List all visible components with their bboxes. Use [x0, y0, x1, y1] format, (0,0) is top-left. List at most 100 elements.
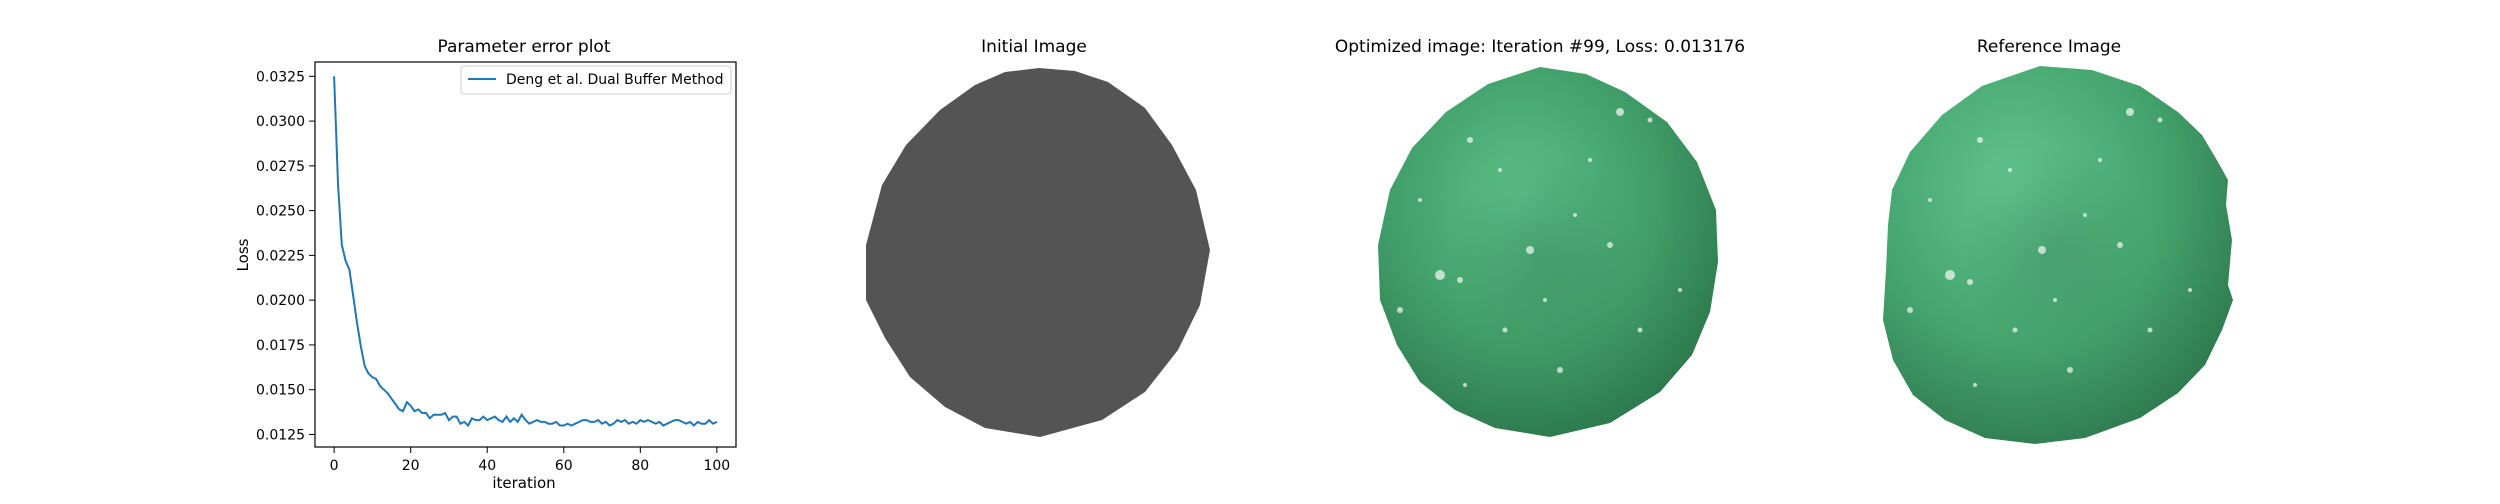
data-point	[544, 421, 546, 423]
data-point	[425, 412, 427, 414]
data-point	[471, 417, 473, 419]
data-point	[391, 398, 393, 400]
data-point	[479, 419, 481, 421]
data-point	[448, 419, 450, 421]
data-point	[482, 416, 484, 418]
data-point	[410, 405, 412, 407]
data-point	[383, 389, 385, 391]
data-point	[498, 419, 500, 421]
loss-chart: Parameter error plot 0.01250.01500.01750…	[234, 37, 737, 492]
data-point	[360, 346, 362, 348]
data-point	[567, 423, 569, 425]
data-point	[375, 378, 377, 380]
data-point	[570, 425, 572, 427]
data-point	[345, 260, 347, 262]
data-point	[590, 421, 592, 423]
optimized-disc-image	[1378, 67, 1718, 437]
data-point	[341, 244, 343, 246]
initial-disc-image	[866, 68, 1210, 437]
data-point	[352, 296, 354, 298]
data-point	[593, 421, 595, 423]
data-point	[521, 414, 523, 416]
data-point	[555, 421, 557, 423]
data-point	[406, 401, 408, 403]
y-tick-label: 0.0150	[256, 383, 305, 399]
data-point	[666, 423, 668, 425]
legend: Deng et al. Dual Buffer Method	[460, 65, 732, 95]
data-point	[601, 423, 603, 425]
optimized-image-title: Optimized image: Iteration #99, Loss: 0.…	[1335, 37, 1745, 57]
data-point	[536, 419, 538, 421]
y-tick-label: 0.0300	[256, 114, 305, 130]
data-point	[628, 423, 630, 425]
data-point	[597, 419, 599, 421]
reference-disc-image	[1883, 66, 2233, 444]
data-point	[635, 423, 637, 425]
data-point	[582, 419, 584, 421]
x-tick-label: 20	[402, 458, 420, 474]
data-point	[662, 425, 664, 427]
data-point	[624, 419, 626, 421]
y-axis-label: Loss	[234, 238, 252, 271]
data-point	[456, 416, 458, 418]
data-point	[609, 425, 611, 427]
data-point	[620, 421, 622, 423]
data-point	[502, 421, 504, 423]
data-point	[368, 373, 370, 375]
chart-title: Parameter error plot	[438, 37, 611, 57]
data-point	[387, 392, 389, 394]
x-axis-label: iteration	[492, 474, 555, 492]
reference-image-title: Reference Image	[1977, 37, 2121, 57]
data-point	[414, 410, 416, 412]
data-point	[421, 412, 423, 414]
data-point	[685, 423, 687, 425]
data-point	[490, 417, 492, 419]
data-point	[532, 421, 534, 423]
data-point	[348, 269, 350, 271]
data-point	[364, 365, 366, 367]
y-tick-label: 0.0200	[256, 293, 305, 309]
data-point	[402, 410, 404, 412]
optimized-image-panel: Optimized image: Iteration #99, Loss: 0.…	[1335, 37, 1745, 437]
data-point	[559, 425, 561, 427]
data-point	[681, 421, 683, 423]
data-point	[708, 419, 710, 421]
data-point	[639, 419, 641, 421]
y-tick-label: 0.0175	[256, 338, 305, 354]
data-point	[505, 416, 507, 418]
data-point	[333, 75, 335, 77]
x-tick-label: 40	[478, 458, 496, 474]
optimized-disc-speckles	[1397, 108, 1682, 387]
data-point	[398, 408, 400, 410]
data-point	[655, 423, 657, 425]
data-point	[429, 417, 431, 419]
data-point	[670, 421, 672, 423]
x-tick-label: 100	[703, 458, 730, 474]
data-point	[525, 419, 527, 421]
data-point	[551, 423, 553, 425]
legend-box	[460, 65, 732, 95]
data-point	[704, 423, 706, 425]
x-tick-label: 80	[631, 458, 649, 474]
data-point	[574, 423, 576, 425]
reference-disc-speckles	[1907, 108, 2192, 387]
data-point	[517, 421, 519, 423]
data-point	[356, 322, 358, 324]
data-point	[513, 417, 515, 419]
reference-image-panel: Reference Image	[1883, 37, 2233, 444]
data-point	[463, 421, 465, 423]
data-point	[475, 419, 477, 421]
data-point	[658, 421, 660, 423]
data-point	[712, 423, 714, 425]
y-tick-label: 0.0325	[256, 69, 305, 85]
data-point	[417, 408, 419, 410]
x-tick-label: 0	[330, 458, 339, 474]
x-tick-label: 60	[555, 458, 573, 474]
data-point	[459, 423, 461, 425]
reference-disc-center	[1960, 145, 2150, 355]
data-point	[693, 425, 695, 427]
data-point	[494, 416, 496, 418]
data-point	[486, 419, 488, 421]
